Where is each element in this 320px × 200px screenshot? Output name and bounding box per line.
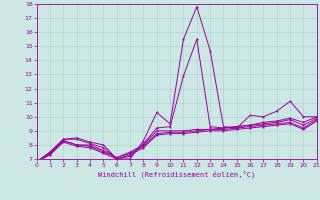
X-axis label: Windchill (Refroidissement éolien,°C): Windchill (Refroidissement éolien,°C) [98, 171, 255, 178]
